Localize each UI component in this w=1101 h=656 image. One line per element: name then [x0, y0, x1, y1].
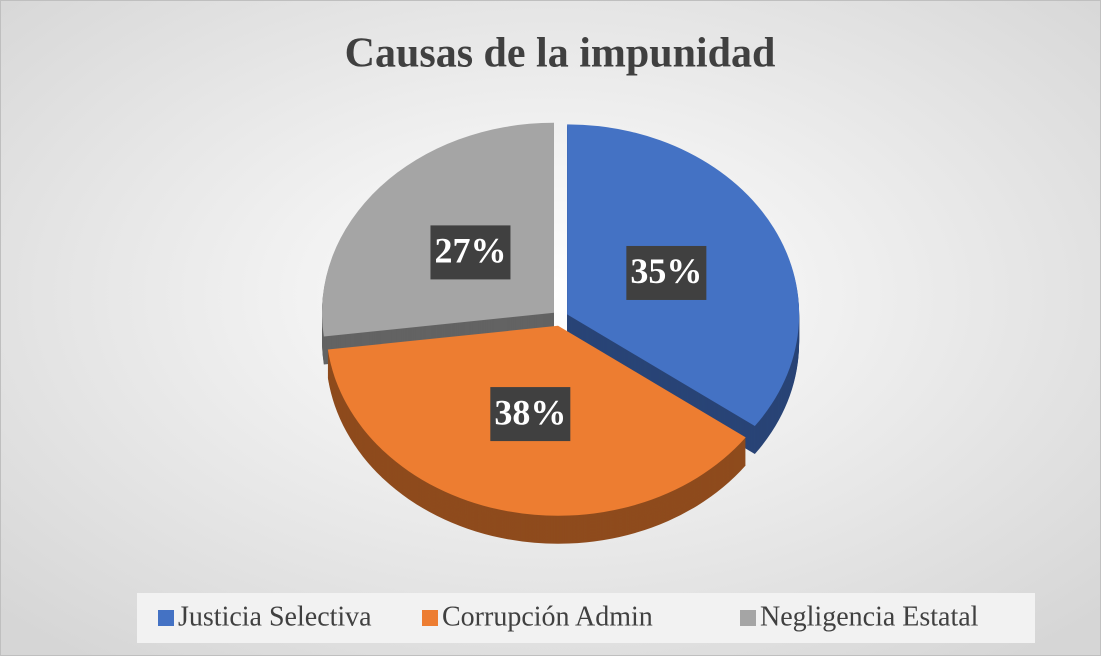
legend-label: Justicia Selectiva	[178, 601, 372, 632]
data-label-box	[490, 387, 571, 442]
data-label: 38%	[494, 392, 566, 432]
data-label-box	[626, 245, 707, 300]
data-label-box	[430, 225, 511, 280]
legend-swatch	[422, 610, 438, 626]
data-label: 27%	[434, 231, 506, 271]
legend-label: Negligencia Estatal	[760, 601, 979, 632]
chart-title: Causas de la impunidad	[345, 31, 776, 77]
data-label: 35%	[630, 251, 702, 291]
legend-background	[137, 593, 1035, 643]
legend-swatch	[158, 610, 174, 626]
legend-swatch	[740, 610, 756, 626]
legend-label: Corrupción Admin	[442, 601, 653, 632]
